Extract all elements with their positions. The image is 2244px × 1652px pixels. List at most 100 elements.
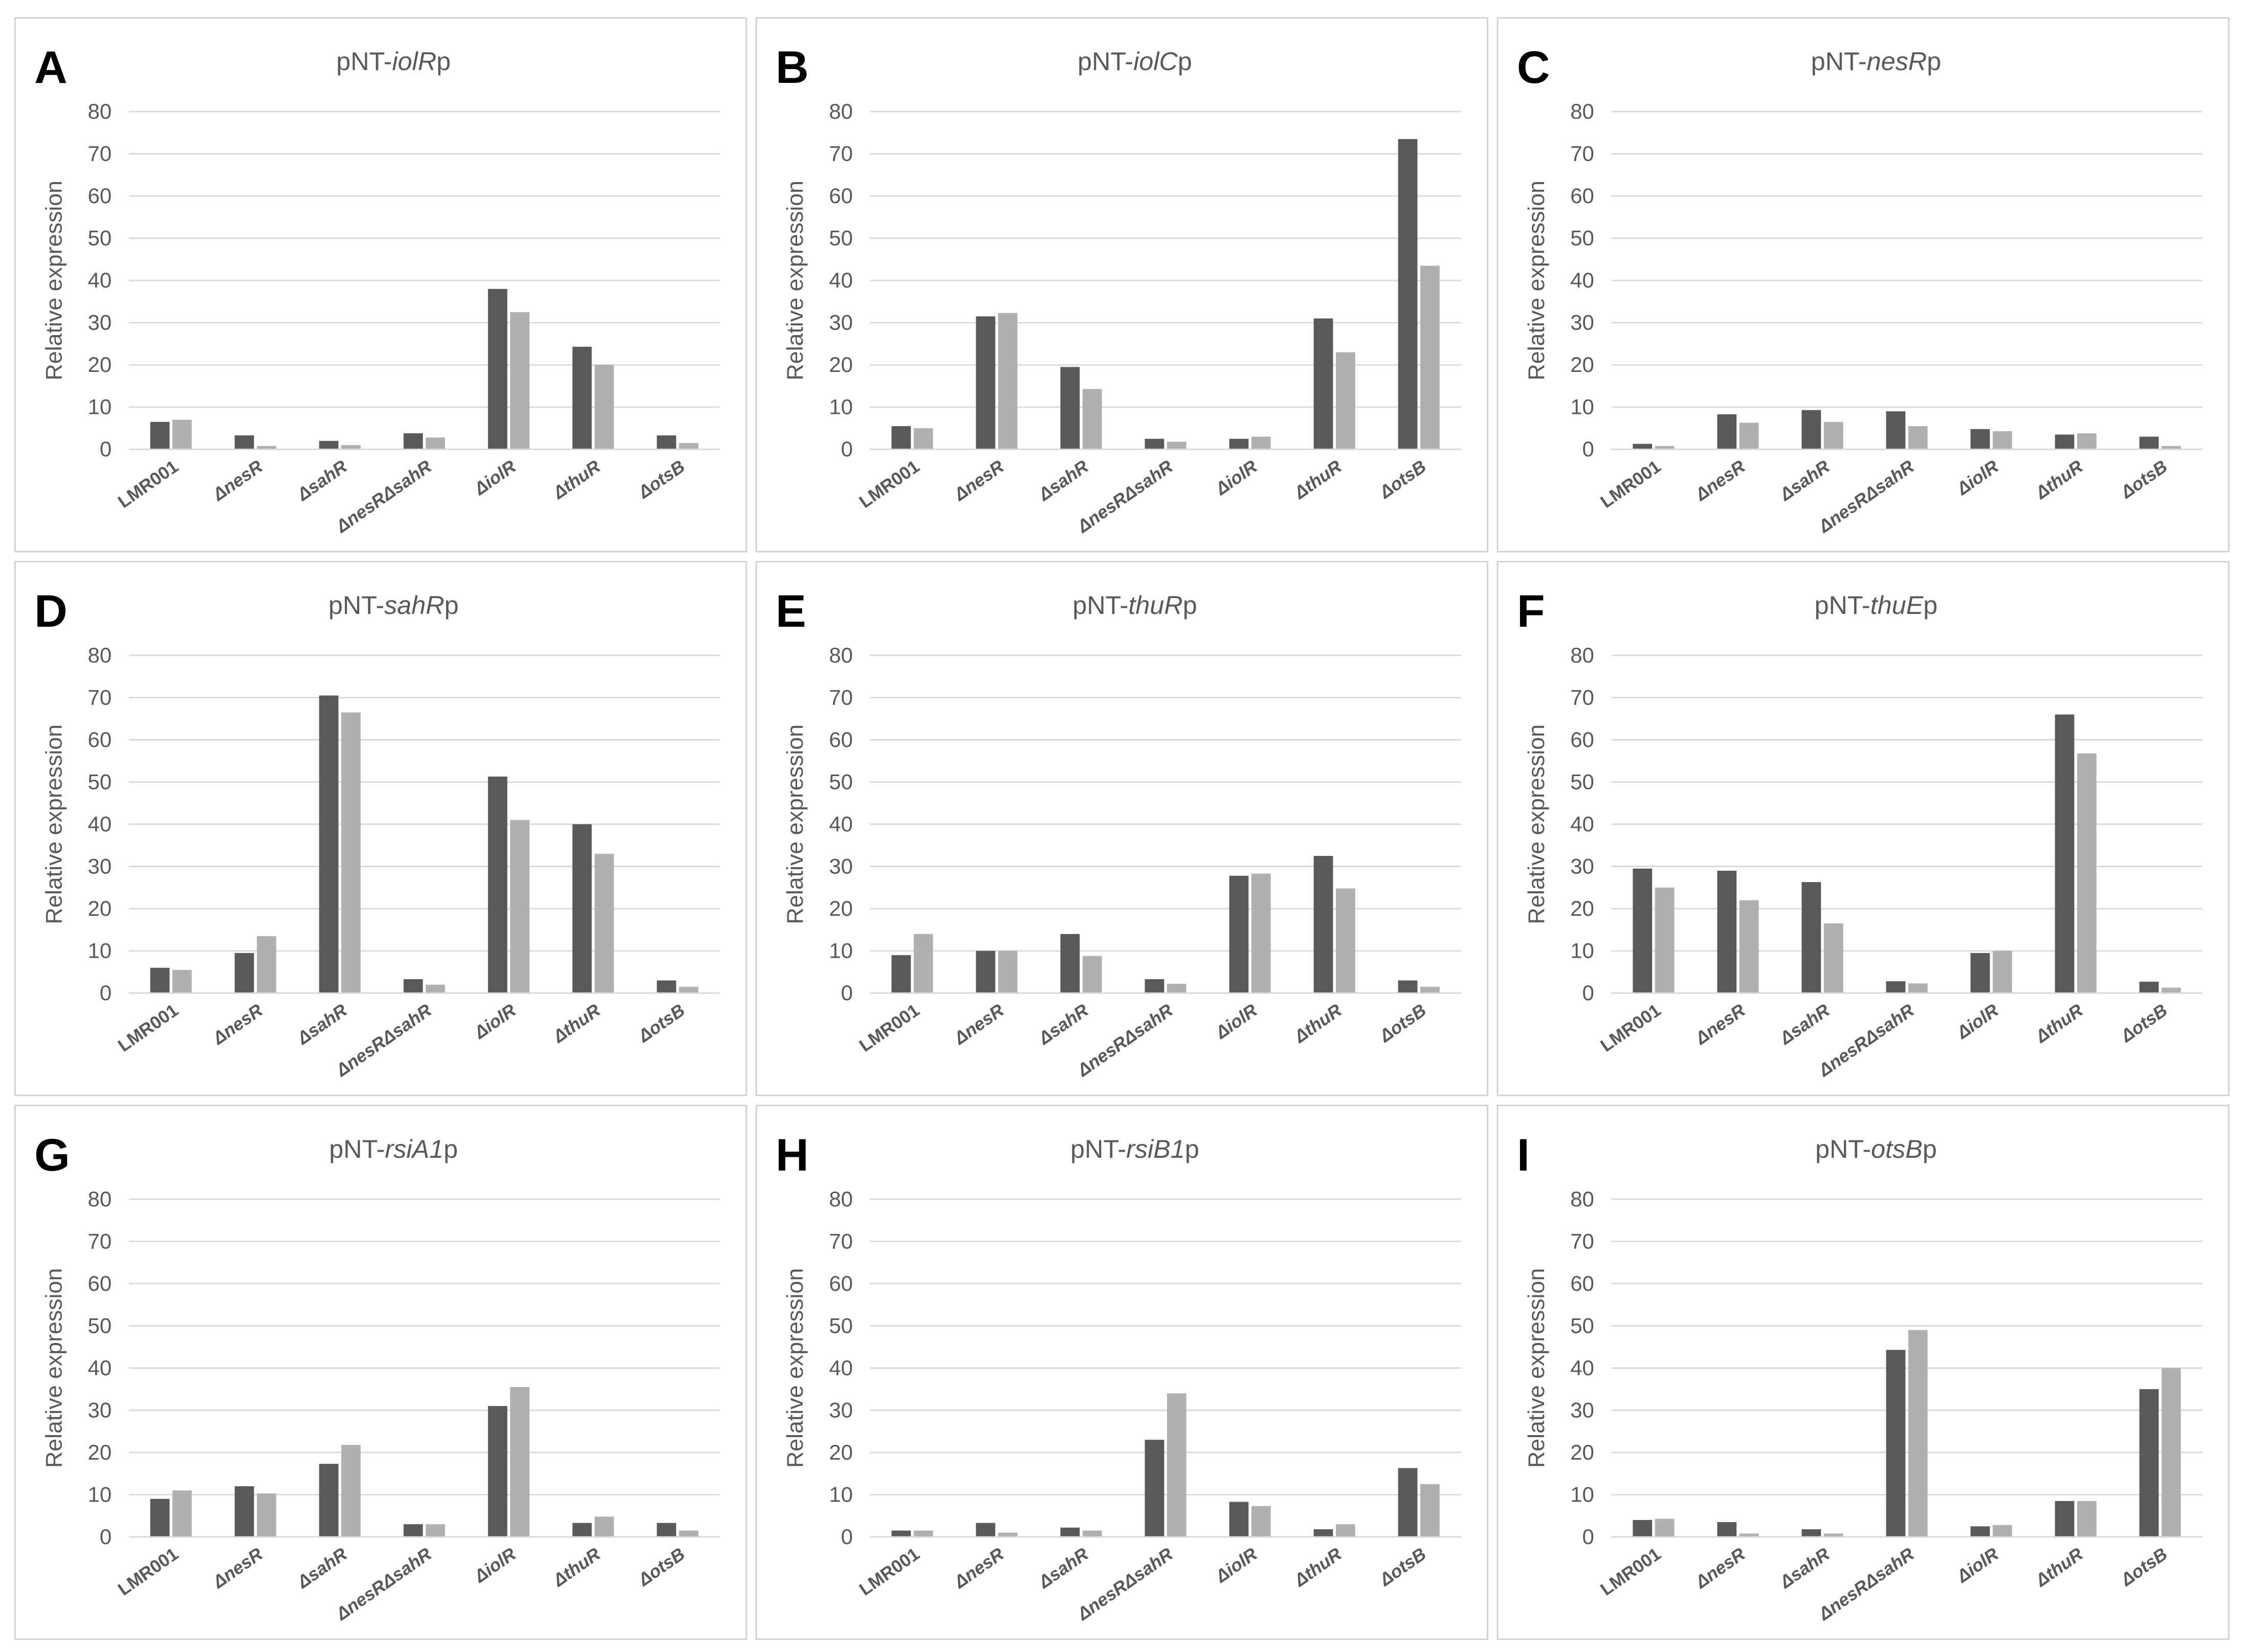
bar xyxy=(2077,753,2097,994)
bar xyxy=(2077,1501,2097,1537)
y-tick-label: 80 xyxy=(1570,1187,1594,1211)
bar xyxy=(1739,1533,1759,1537)
title-part: p xyxy=(1183,590,1197,620)
y-tick-label: 20 xyxy=(829,353,853,377)
y-tick-label: 70 xyxy=(829,686,853,710)
bar xyxy=(1082,1530,1102,1537)
y-tick-label: 70 xyxy=(88,686,112,710)
bar xyxy=(1398,980,1418,994)
bar xyxy=(150,1499,170,1537)
y-tick-label: 40 xyxy=(1570,268,1594,292)
panel-border xyxy=(1497,1105,2230,1640)
title-part: pNT- xyxy=(336,47,392,76)
y-tick-label: 0 xyxy=(841,981,853,1005)
y-tick-label: 20 xyxy=(829,1440,853,1464)
title-part: p xyxy=(1923,1134,1937,1163)
bar xyxy=(1082,956,1102,994)
chart-title: pNT-otsBp xyxy=(1815,1134,1937,1163)
y-tick-label: 50 xyxy=(88,1313,112,1337)
bar xyxy=(1229,875,1249,994)
y-tick-label: 80 xyxy=(829,643,853,667)
title-part: pNT- xyxy=(1077,47,1133,76)
bar xyxy=(998,1532,1018,1537)
y-tick-label: 10 xyxy=(88,395,112,419)
y-tick-label: 60 xyxy=(88,1271,112,1295)
bar xyxy=(2161,1368,2181,1537)
bar xyxy=(234,1486,254,1537)
y-tick-label: 40 xyxy=(829,1356,853,1380)
bar xyxy=(1908,983,1928,994)
title-part: nesR xyxy=(1867,47,1927,76)
bar xyxy=(1908,1330,1928,1537)
bar xyxy=(319,1464,339,1537)
y-tick-label: 20 xyxy=(829,896,853,920)
y-tick-label: 50 xyxy=(88,770,112,794)
y-tick-label: 20 xyxy=(1570,353,1594,377)
y-tick-label: 70 xyxy=(88,1229,112,1253)
y-tick-label: 10 xyxy=(1570,395,1594,419)
bar xyxy=(1060,934,1080,994)
y-tick-label: 0 xyxy=(1582,981,1594,1005)
chart-title: pNT-sahRp xyxy=(328,590,459,620)
y-tick-label: 0 xyxy=(100,437,112,461)
y-tick-label: 50 xyxy=(88,226,112,250)
bar xyxy=(656,980,676,994)
bar xyxy=(595,853,614,994)
bar xyxy=(998,313,1018,450)
bar xyxy=(2139,981,2159,994)
bar xyxy=(234,435,254,450)
y-tick-label: 80 xyxy=(88,99,112,123)
bar xyxy=(2161,446,2181,450)
chart-title: pNT-iolRp xyxy=(336,47,451,76)
bar xyxy=(488,289,508,450)
title-part: pNT- xyxy=(328,590,384,620)
bar xyxy=(426,437,445,450)
y-tick-label: 50 xyxy=(1570,770,1594,794)
chart-title: pNT-iolCp xyxy=(1077,47,1192,76)
title-part: p xyxy=(444,1134,458,1163)
bar xyxy=(1633,1519,1653,1537)
y-tick-label: 40 xyxy=(829,812,853,836)
bar xyxy=(1082,389,1102,450)
bar xyxy=(2139,436,2159,450)
y-tick-label: 80 xyxy=(829,99,853,123)
y-tick-label: 50 xyxy=(1570,226,1594,250)
y-tick-label: 10 xyxy=(829,939,853,963)
chart-title: pNT-rsiA1p xyxy=(329,1134,458,1163)
bar xyxy=(1970,1526,1990,1537)
y-tick-label: 60 xyxy=(829,728,853,752)
y-tick-label: 0 xyxy=(841,1525,853,1549)
bar xyxy=(341,712,361,994)
bar xyxy=(572,824,592,994)
y-axis-label: Relative expression xyxy=(782,1268,808,1468)
y-tick-label: 0 xyxy=(100,1525,112,1549)
y-tick-label: 0 xyxy=(1582,1525,1594,1549)
y-axis-label: Relative expression xyxy=(782,724,808,924)
y-tick-label: 60 xyxy=(1570,1271,1594,1295)
y-tick-label: 10 xyxy=(88,1482,112,1506)
bar xyxy=(595,365,614,450)
y-axis-label: Relative expression xyxy=(41,724,67,924)
bar xyxy=(1145,979,1164,994)
bar xyxy=(403,1524,423,1537)
y-tick-label: 10 xyxy=(1570,1482,1594,1506)
y-tick-label: 70 xyxy=(88,142,112,166)
bar xyxy=(1167,1393,1186,1537)
title-part: pNT- xyxy=(329,1134,385,1163)
bar xyxy=(1060,367,1080,450)
y-axis-label: Relative expression xyxy=(41,181,67,381)
bar xyxy=(172,420,192,450)
panel-border xyxy=(755,17,1488,553)
title-part: p xyxy=(444,590,458,620)
y-tick-label: 50 xyxy=(829,1313,853,1337)
bar xyxy=(1335,888,1355,994)
y-axis-label: Relative expression xyxy=(1524,724,1549,924)
bar xyxy=(1251,436,1271,450)
y-tick-label: 40 xyxy=(829,268,853,292)
bar xyxy=(679,1530,698,1537)
bar xyxy=(656,1523,676,1537)
title-part: rsiB1 xyxy=(1126,1134,1185,1163)
